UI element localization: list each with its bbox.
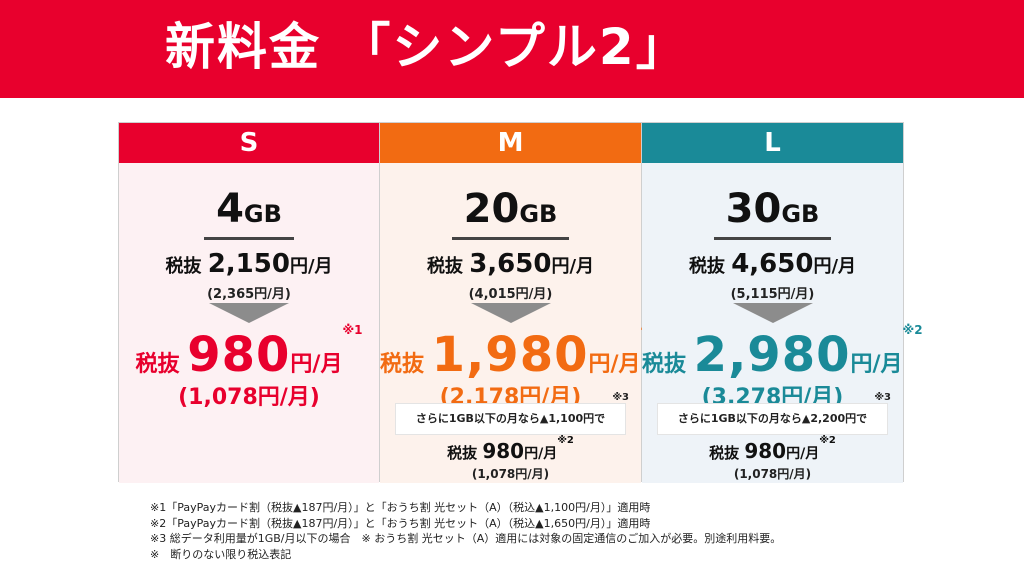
original-price-number: 3,650 <box>469 249 552 279</box>
price-unit: 円/月 <box>551 256 595 277</box>
down-arrow-icon <box>470 303 551 323</box>
low-usage-discount-note: さらに1GB以下の月なら▲2,200円で ※3 <box>657 392 891 435</box>
price-unit: 円/月 <box>813 256 857 277</box>
plan-l-header: L <box>642 123 903 163</box>
discounted-price-number: 980 <box>744 439 787 463</box>
original-price-number: 2,150 <box>207 249 290 279</box>
original-price-tax-incl: (4,015円/月) <box>468 287 553 302</box>
new-price: 税抜 2,980円/月 ※2 <box>642 323 923 383</box>
tax-label: 税抜 <box>642 352 694 377</box>
down-arrow-icon <box>209 303 289 323</box>
footnotes: ※1「PayPayカード割（税抜▲187円/月）」と「おうち割 光セット（A）（… <box>150 500 781 562</box>
header-banner: 新料金 「シンプル2」 <box>0 0 1024 98</box>
plan-m-column: M 20GB 税抜 3,650円/月 (4,015円/月) 税抜 1,980円/… <box>380 122 661 483</box>
plan-s-column: S 4GB 税抜 2,150円/月 (2,365円/月) 税抜 980円/月※1… <box>118 122 380 483</box>
promo-text: さらに1GB以下の月なら▲2,200円で <box>677 412 868 425</box>
plan-m-header: M <box>380 123 641 163</box>
data-capacity: 4GB <box>119 187 379 240</box>
tax-label: 税抜 <box>426 256 470 277</box>
tax-label: 税抜 <box>447 444 483 462</box>
gb-unit: GB <box>519 200 558 228</box>
footnote-ref: ※3 <box>612 392 629 403</box>
original-price-tax-incl: (2,365円/月) <box>207 287 291 302</box>
footnote-line: ※ 断りのない限り税込表記 <box>150 547 292 561</box>
discounted-price-number: 980 <box>482 439 525 463</box>
plans-table: S 4GB 税抜 2,150円/月 (2,365円/月) 税抜 980円/月※1… <box>118 122 923 483</box>
discounted-price-tax-incl: (1,078円/月) <box>733 467 812 481</box>
gb-number: 30 <box>725 186 782 232</box>
footnote-ref: ※2 <box>557 435 574 446</box>
gb-unit: GB <box>243 200 282 228</box>
original-price: 税抜 4,650円/月 <box>642 249 903 279</box>
gb-number: 20 <box>463 186 520 232</box>
price-unit: 円/月 <box>850 352 903 377</box>
original-price: 税抜 3,650円/月 <box>380 249 641 279</box>
data-capacity: 30GB <box>642 187 903 240</box>
gb-unit: GB <box>781 200 820 228</box>
tax-label: 税抜 <box>165 256 208 277</box>
tax-label: 税抜 <box>380 352 432 377</box>
promo-text: さらに1GB以下の月なら▲1,100円で <box>415 412 606 425</box>
new-price-tax-incl: (1,078円/月) <box>178 385 320 410</box>
discounted-price-tax-incl: (1,078円/月) <box>471 467 550 481</box>
price-unit: 円/月 <box>290 352 343 377</box>
new-price: 税抜 1,980円/月※2 <box>380 323 661 383</box>
new-price-number: 980 <box>187 327 291 383</box>
tax-label: 税抜 <box>709 444 745 462</box>
footnote-line: ※2「PayPayカード割（税抜▲187円/月）」と「おうち割 光セット（A）（… <box>150 516 651 530</box>
plan-s-header: S <box>119 123 379 163</box>
price-unit: 円/月 <box>524 446 558 462</box>
gb-number: 4 <box>216 186 244 232</box>
price-unit: 円/月 <box>588 352 641 377</box>
plan-s-body: 4GB 税抜 2,150円/月 (2,365円/月) 税抜 980円/月※1 (… <box>119 163 379 483</box>
footnote-ref: ※3 <box>874 392 891 403</box>
down-arrow-icon <box>732 303 813 323</box>
original-price-number: 4,650 <box>731 249 814 279</box>
footnote-ref: ※1 <box>342 323 363 337</box>
data-capacity: 20GB <box>380 187 641 240</box>
page-title: 新料金 「シンプル2」 <box>165 18 688 76</box>
plan-l-body: 30GB 税抜 4,650円/月 (5,115円/月) 税抜 2,980円/月※… <box>642 163 923 483</box>
footnote-line: ※3 総データ利用量が1GB/月以下の場合 ※ おうち割 光セット（A）適用には… <box>150 532 782 545</box>
footnote-ref: ※2 <box>902 323 923 337</box>
original-price: 税抜 2,150円/月 <box>119 249 379 279</box>
discounted-price: 税抜 980円/月※2 <box>380 435 641 463</box>
footnote-ref: ※2 <box>819 435 836 446</box>
plan-m-body: 20GB 税抜 3,650円/月 (4,015円/月) 税抜 1,980円/月※… <box>380 163 661 483</box>
footnote-line: ※1「PayPayカード割（税抜▲187円/月）」と「おうち割 光セット（A）（… <box>150 501 651 514</box>
new-price-number: 1,980 <box>431 327 589 383</box>
tax-label: 税抜 <box>688 256 732 277</box>
original-price-tax-incl: (5,115円/月) <box>730 287 815 302</box>
tax-label: 税抜 <box>135 352 188 377</box>
low-usage-discount-note: さらに1GB以下の月なら▲1,100円で ※3 <box>395 392 629 435</box>
price-unit: 円/月 <box>289 256 333 277</box>
new-price: 税抜 980円/月 ※1 <box>119 323 379 383</box>
discounted-price: 税抜 980円/月※2 <box>642 435 903 463</box>
plan-l-column: L 30GB 税抜 4,650円/月 (5,115円/月) 税抜 2,980円/… <box>642 122 923 483</box>
price-unit: 円/月 <box>786 446 820 462</box>
new-price-number: 2,980 <box>693 327 851 383</box>
